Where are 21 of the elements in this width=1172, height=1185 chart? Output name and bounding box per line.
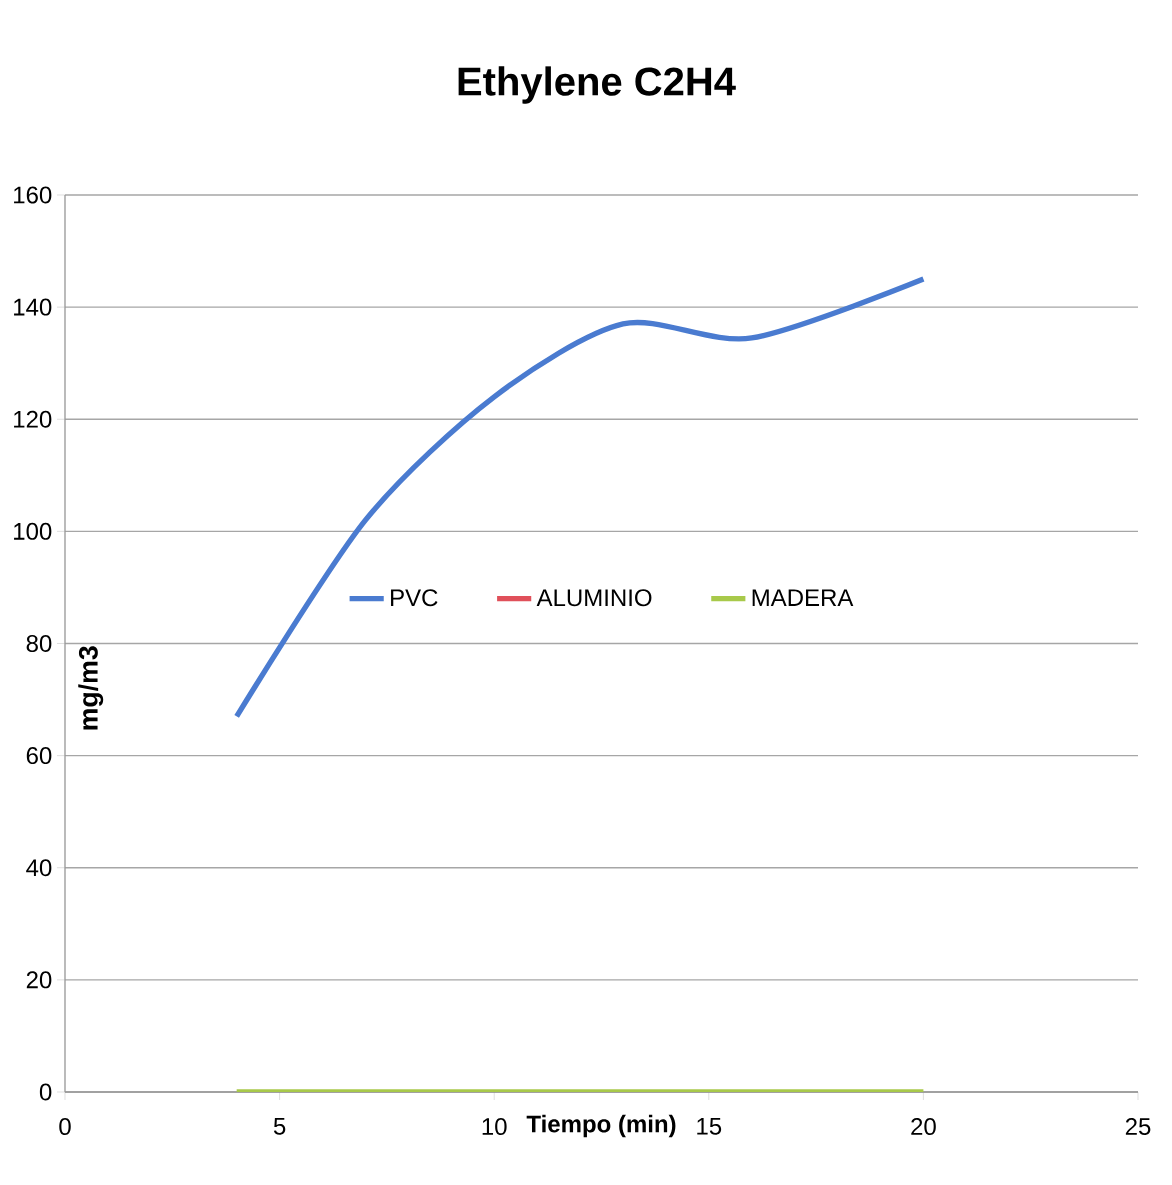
y-tick-label: 0	[39, 1083, 52, 1101]
y-tick-label: 20	[26, 971, 52, 989]
y-tick-label: 80	[26, 634, 52, 652]
x-tick-label: 5	[273, 1118, 286, 1135]
x-tick-label: 10	[482, 1118, 507, 1136]
legend-label: MADERA	[752, 589, 854, 606]
x-tick-label: 20	[911, 1118, 936, 1136]
legend-label: ALUMINIO	[536, 589, 652, 607]
y-tick-label: 160	[14, 186, 52, 204]
x-tick-label: 0	[59, 1118, 71, 1136]
legend-label: PVC	[391, 589, 438, 607]
y-tick-label: 100	[14, 522, 52, 540]
x-axis-title: Tiempo (min)	[526, 1114, 676, 1138]
y-tick-label: 120	[14, 410, 52, 428]
y-tick-label: 60	[26, 747, 52, 765]
y-tick-label: 140	[14, 298, 52, 316]
x-tick-label: 15	[697, 1118, 722, 1135]
chart-title: Ethylene C2H4	[458, 66, 736, 104]
y-axis-title: mg/m3	[78, 646, 104, 730]
x-tick-label: 25	[1125, 1118, 1151, 1136]
y-tick-label: 40	[26, 859, 52, 877]
